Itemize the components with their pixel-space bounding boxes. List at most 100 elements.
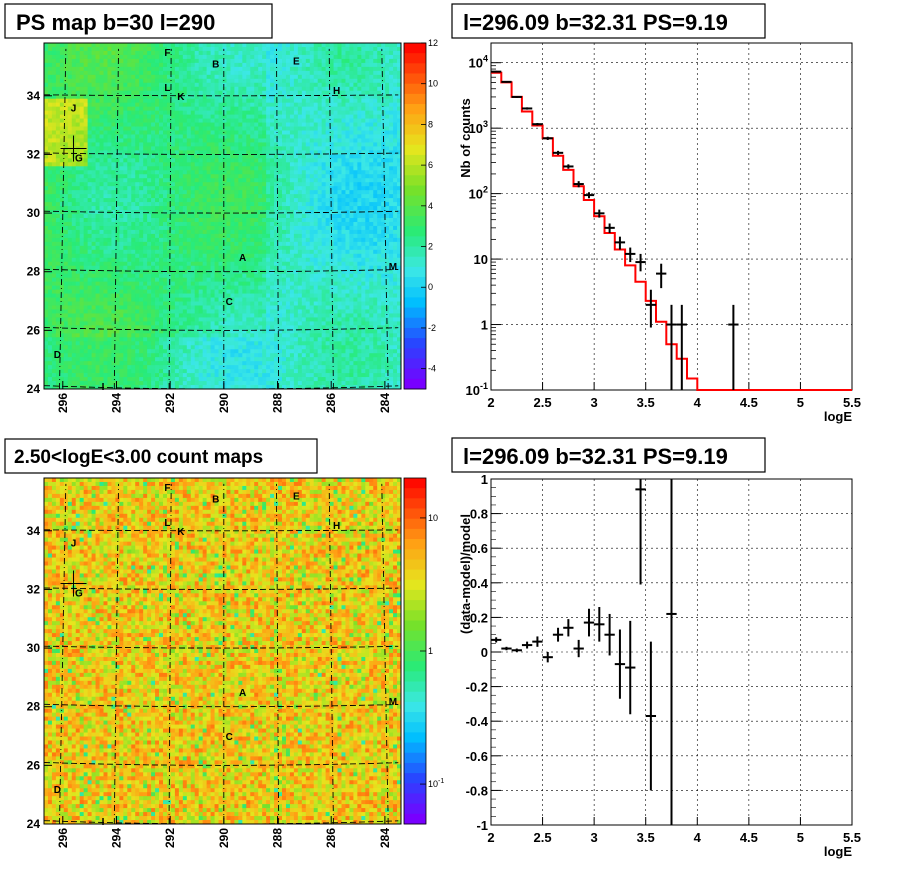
heatmap-cell — [214, 150, 219, 155]
heatmap-cell — [143, 273, 148, 278]
heatmap-cell — [242, 373, 247, 378]
heatmap-cell — [238, 66, 243, 72]
heatmap-cell — [127, 158, 132, 163]
heatmap-cell — [91, 58, 96, 64]
heatmap-cell — [206, 166, 211, 171]
heatmap-cell — [139, 265, 144, 271]
heatmap-cell — [75, 341, 81, 346]
heatmap-cell — [87, 94, 92, 100]
heatmap-cell — [246, 337, 251, 342]
heatmap-cell — [250, 214, 255, 219]
heatmap-cell — [59, 333, 65, 338]
heatmap-cell — [44, 94, 49, 100]
heatmap-cell — [246, 265, 251, 271]
heatmap-cell — [67, 281, 73, 286]
heatmap-cell — [266, 237, 271, 243]
heatmap-cell — [254, 245, 259, 251]
heatmap-cell — [218, 114, 223, 119]
heatmap-cell — [135, 130, 140, 135]
heatmap-cell — [186, 277, 192, 282]
heatmap-cell — [242, 245, 247, 251]
heatmap-cell — [79, 301, 85, 306]
heatmap-cell — [163, 385, 168, 390]
heatmap-cell — [151, 385, 156, 390]
heatmap-cell — [139, 341, 144, 346]
heatmap-cell — [103, 86, 108, 92]
heatmap-cell — [44, 122, 49, 127]
heatmap-cell — [266, 377, 271, 382]
heatmap-cell — [210, 269, 215, 275]
heatmap-cell — [51, 245, 57, 251]
heatmap-cell — [210, 345, 215, 350]
heatmap-cell — [214, 102, 219, 107]
heatmap-cell — [190, 281, 196, 286]
heatmap-cell — [246, 70, 251, 76]
heatmap-cell — [83, 62, 88, 68]
heatmap-cell — [242, 126, 247, 131]
heatmap-cell — [87, 233, 92, 239]
heatmap-cell — [202, 317, 207, 322]
heatmap-cell — [262, 373, 267, 378]
heatmap-cell — [119, 333, 124, 338]
heatmap-cell — [190, 353, 196, 358]
heatmap-cell — [123, 233, 128, 239]
heatmap-cell — [250, 373, 255, 378]
heatmap-cell — [119, 194, 124, 199]
heatmap-cell — [214, 70, 219, 76]
heatmap-cell — [254, 102, 259, 107]
heatmap-cell — [83, 333, 88, 338]
heatmap-cell — [254, 249, 259, 255]
heatmap-cell — [155, 162, 160, 167]
heatmap-cell — [222, 297, 227, 302]
heatmap-cell — [218, 317, 223, 322]
heatmap-cell — [143, 277, 148, 282]
heatmap-cell — [159, 313, 164, 318]
heatmap-cell — [238, 305, 243, 310]
heatmap-cell — [71, 66, 77, 72]
heatmap-cell — [103, 214, 108, 219]
heatmap-cell — [174, 158, 180, 163]
heatmap-cell — [182, 202, 188, 207]
heatmap-cell — [242, 66, 247, 72]
heatmap-cell — [159, 46, 164, 52]
heatmap-cell — [123, 285, 128, 290]
heatmap-cell — [67, 265, 73, 271]
heatmap-cell — [250, 289, 255, 294]
heatmap-cell — [91, 110, 96, 115]
heatmap-cell — [218, 217, 223, 223]
heatmap-cell — [238, 229, 243, 235]
heatmap-cell — [186, 329, 192, 334]
heatmap-cell — [242, 158, 247, 163]
heatmap-cell — [87, 118, 92, 123]
heatmap-cell — [258, 357, 263, 362]
heatmap-cell — [250, 186, 255, 191]
heatmap-cell — [155, 70, 160, 76]
heatmap-cell — [63, 202, 69, 207]
heatmap-cell — [222, 289, 227, 294]
heatmap-cell — [131, 198, 136, 203]
heatmap-cell — [95, 130, 100, 135]
heatmap-cell — [226, 46, 231, 52]
heatmap-cell — [99, 130, 104, 135]
heatmap-cell — [178, 357, 184, 362]
heatmap-cell — [111, 257, 116, 263]
heatmap-cell — [194, 349, 200, 354]
heatmap-cell — [135, 269, 140, 275]
heatmap-cell — [214, 245, 219, 251]
heatmap-cell — [163, 249, 168, 255]
heatmap-cell — [178, 277, 184, 282]
heatmap-cell — [194, 106, 200, 111]
heatmap-cell — [151, 293, 156, 298]
heatmap-cell — [210, 381, 215, 386]
heatmap-cell — [155, 289, 160, 294]
heatmap-cell — [262, 293, 267, 298]
heatmap-cell — [202, 381, 207, 386]
heatmap-cell — [71, 174, 77, 179]
heatmap-cell — [51, 210, 57, 215]
heatmap-cell — [111, 194, 116, 199]
heatmap-cell — [59, 202, 65, 207]
heatmap-cell — [143, 329, 148, 334]
heatmap-cell — [258, 162, 263, 167]
heatmap-cell — [87, 225, 92, 231]
heatmap-cell — [190, 317, 196, 322]
